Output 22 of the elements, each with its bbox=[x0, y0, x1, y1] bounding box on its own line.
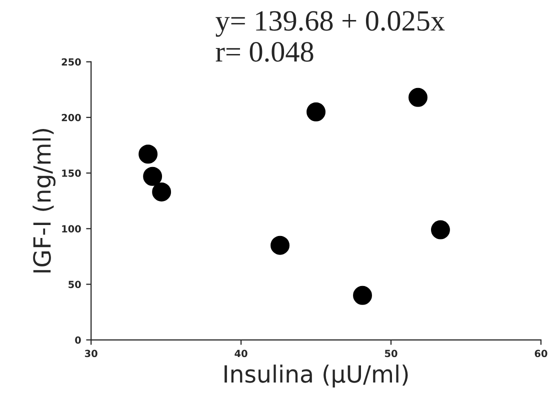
y-tick-label: 150 bbox=[62, 170, 81, 177]
x-axis-title: Insulina (μU/ml) bbox=[224, 364, 408, 388]
point bbox=[270, 236, 290, 255]
point bbox=[152, 182, 172, 202]
x-tick-label: 60 bbox=[534, 350, 548, 358]
x-tick-label: 40 bbox=[234, 350, 248, 358]
point bbox=[430, 220, 450, 240]
y-tick-label: 100 bbox=[62, 225, 81, 232]
y-axis-title: IGF-I (ng/ml) bbox=[32, 129, 56, 272]
y-tick-label: 250 bbox=[62, 58, 81, 66]
x-tick-label: 30 bbox=[84, 350, 98, 358]
annotation: r= 0.048 bbox=[216, 42, 314, 62]
y-tick-label: 200 bbox=[62, 114, 81, 122]
y-tick-label: 0 bbox=[75, 336, 81, 344]
x-tick-label: 50 bbox=[384, 350, 398, 358]
y-tick-label: 50 bbox=[68, 280, 81, 288]
point bbox=[143, 166, 162, 186]
point bbox=[138, 144, 158, 164]
point bbox=[408, 88, 428, 107]
point bbox=[353, 286, 372, 305]
point bbox=[306, 102, 326, 122]
text: y= 139.68 + 0.025x bbox=[216, 11, 445, 37]
